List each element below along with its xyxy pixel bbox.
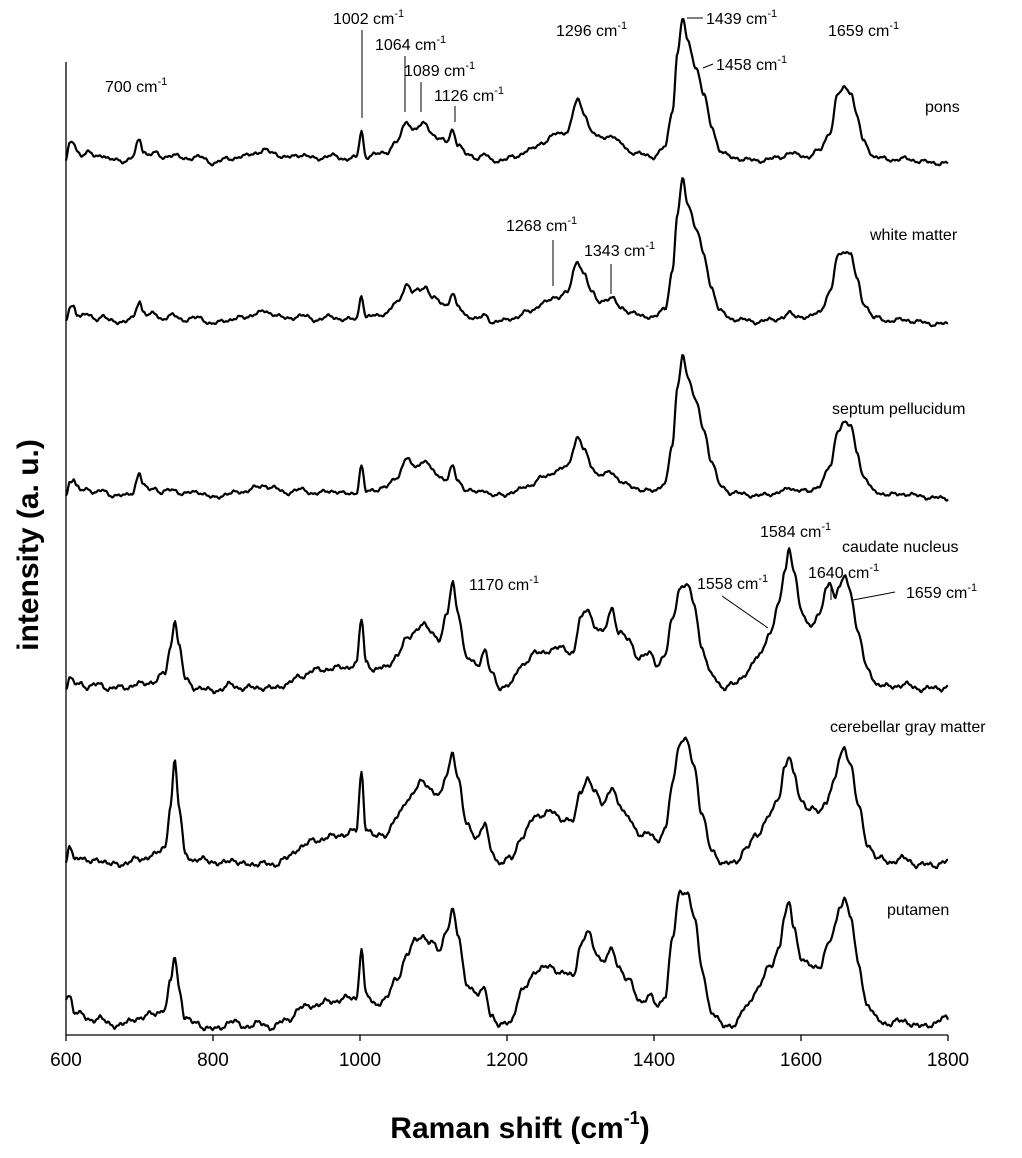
x-tick-label: 600 xyxy=(50,1050,82,1071)
spectrum-line-white-matter xyxy=(65,177,949,328)
annotations-group: 700 cm-1 1002 cm-1 1064 cm-1 1089 cm-1 1126 … xyxy=(105,8,977,629)
series-label: septum pellucidum xyxy=(832,401,965,418)
x-axis-title-close: ) xyxy=(640,1112,650,1145)
x-axis-title-sup: -1 xyxy=(624,1108,640,1128)
x-tick-label: 1800 xyxy=(927,1050,969,1071)
x-tick-label: 1200 xyxy=(486,1050,528,1071)
peak-annotation: 1584 cm-1 xyxy=(760,521,831,541)
series-label: cerebellar gray matter xyxy=(830,719,986,736)
peak-annotation: 1558 cm-1 xyxy=(697,573,768,593)
series-label: caudate nucleus xyxy=(842,539,959,556)
axes: 600 800 1000 1200 1400 1600 1800 xyxy=(50,62,969,1071)
peak-annotation: 1296 cm-1 xyxy=(556,20,627,40)
series-label: pons xyxy=(925,99,960,116)
x-tick-label: 800 xyxy=(197,1050,229,1071)
spectrum-line-caudate-nucleus xyxy=(65,547,949,695)
spectrum-line-putamen xyxy=(65,889,950,1032)
peak-annotation: 1064 cm-1 xyxy=(375,34,446,54)
spectrum-line-pons xyxy=(64,18,949,167)
peak-annotation: 1002 cm-1 xyxy=(333,8,404,28)
peak-annotation: 1659 cm-1 xyxy=(828,20,899,40)
peak-annotation: 1268 cm-1 xyxy=(506,215,577,235)
spectrum-line-cerebellar-gray-matter xyxy=(64,736,949,870)
peak-annotation: 1458 cm-1 xyxy=(716,54,787,74)
y-axis-title: intensity (a. u.) xyxy=(12,439,45,651)
annotation-leader xyxy=(702,63,714,69)
spectrum-line-septum-pellucidum xyxy=(65,354,949,502)
series-label: putamen xyxy=(887,902,949,919)
annotation-leader xyxy=(852,591,896,601)
peak-annotation: 1439 cm-1 xyxy=(706,8,777,28)
peak-annotation: 1640 cm-1 xyxy=(808,562,879,582)
annotation-leader xyxy=(721,595,769,629)
series-group xyxy=(64,18,950,1032)
series-label: white matter xyxy=(869,227,958,244)
peak-annotation: 1170 cm-1 xyxy=(469,574,539,594)
peak-annotation: 700 cm-1 xyxy=(105,76,167,96)
series-labels: pons white matter septum pellucidum caudate… xyxy=(830,99,986,919)
peak-annotation: 1659 cm-1 xyxy=(906,582,977,602)
peak-annotation: 1089 cm-1 xyxy=(404,60,475,80)
x-ticks: 600 800 1000 1200 1400 1600 1800 xyxy=(50,1035,969,1071)
peak-annotation: 1343 cm-1 xyxy=(584,240,655,260)
x-tick-label: 1000 xyxy=(339,1050,381,1071)
peak-annotation: 1126 cm-1 xyxy=(434,85,504,105)
x-tick-label: 1600 xyxy=(780,1050,822,1071)
x-axis-title-text: Raman shift (cm xyxy=(390,1112,623,1145)
x-axis-title: Raman shift (cm-1) xyxy=(390,1108,649,1145)
x-tick-label: 1400 xyxy=(633,1050,675,1071)
